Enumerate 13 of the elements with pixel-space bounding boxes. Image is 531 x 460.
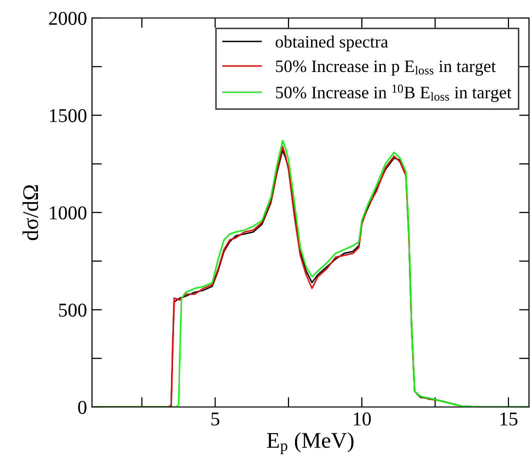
y-tick-label: 1500 xyxy=(50,109,86,122)
y-tick-label: 500 xyxy=(59,304,86,317)
legend-label: obtained spectra xyxy=(276,35,388,52)
x-tick-label: 15 xyxy=(500,412,518,426)
legend-label: 50% Increase in p E$_{loss}$ in target xyxy=(276,60,496,76)
x-tick-label: 10 xyxy=(354,412,371,426)
y-tick-label: 1000 xyxy=(50,206,86,220)
x-tick-label: 5 xyxy=(211,412,220,426)
y-tick-label: 2000 xyxy=(49,12,86,25)
y-tick-label: 0 xyxy=(78,400,86,414)
x-axis-title: E$_{p}$ (MeV) xyxy=(267,432,354,454)
legend-label: 50% Increase in $^{10}$B E$_{loss}$ in target xyxy=(276,84,512,102)
y-axis-title: dσ/dΩ xyxy=(22,185,38,240)
